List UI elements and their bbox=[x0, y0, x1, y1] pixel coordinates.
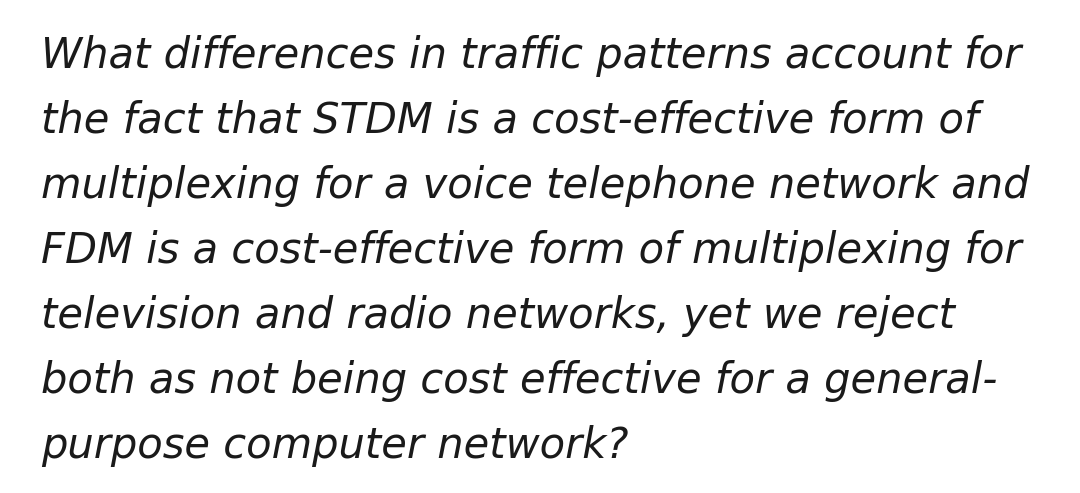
Text: television and radio networks, yet we reject: television and radio networks, yet we re… bbox=[41, 295, 955, 337]
Text: both as not being cost effective for a general-: both as not being cost effective for a g… bbox=[41, 360, 998, 402]
Text: the fact that STDM is a cost-effective form of: the fact that STDM is a cost-effective f… bbox=[41, 100, 978, 141]
Text: FDM is a cost-effective form of multiplexing for: FDM is a cost-effective form of multiple… bbox=[41, 230, 1022, 272]
Text: multiplexing for a voice telephone network and: multiplexing for a voice telephone netwo… bbox=[41, 165, 1029, 207]
Text: What differences in traffic patterns account for: What differences in traffic patterns acc… bbox=[41, 35, 1022, 76]
Text: purpose computer network?: purpose computer network? bbox=[41, 425, 629, 467]
